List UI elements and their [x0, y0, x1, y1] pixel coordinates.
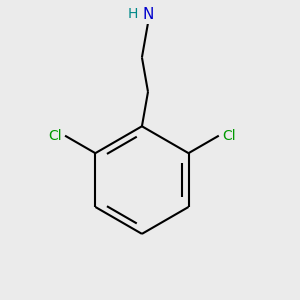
- Text: Cl: Cl: [48, 129, 62, 143]
- Text: Cl: Cl: [222, 129, 236, 143]
- Text: N: N: [142, 7, 154, 22]
- Text: H: H: [128, 7, 138, 21]
